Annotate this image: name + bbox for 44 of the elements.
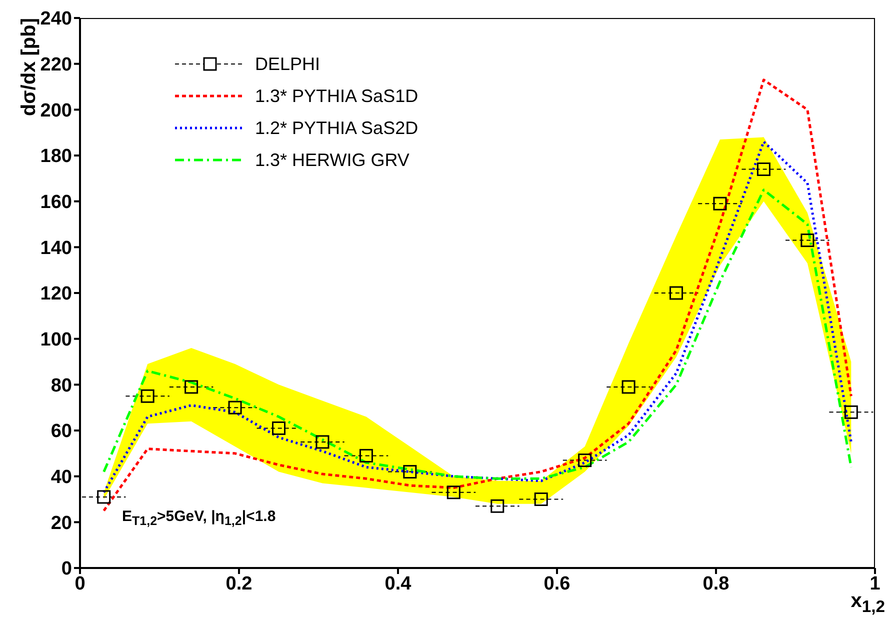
point bbox=[140, 389, 154, 403]
point bbox=[800, 234, 814, 248]
x-tick-label: 0.6 bbox=[544, 573, 570, 594]
x-tick-label: 0.2 bbox=[226, 573, 252, 594]
point bbox=[403, 465, 417, 478]
point bbox=[359, 448, 373, 462]
y-tick-label: 20 bbox=[50, 512, 72, 534]
y-tick-label: 140 bbox=[40, 238, 72, 259]
y-tick-label: 240 bbox=[40, 8, 72, 30]
point bbox=[670, 286, 683, 300]
legend-label: 1.3* PYTHIA SaS1D bbox=[255, 86, 418, 106]
legend-label: DELPHI bbox=[255, 54, 320, 74]
point bbox=[97, 490, 111, 504]
y-tick-label: 80 bbox=[50, 375, 72, 396]
point bbox=[578, 454, 592, 468]
legend-label: 1.2* PYTHIA SaS2D bbox=[255, 118, 418, 138]
y-tick-label: 60 bbox=[50, 421, 72, 442]
y-axis-title: dσ/dx [pb] bbox=[18, 18, 40, 116]
x-tick-label: 0 bbox=[74, 573, 86, 594]
point bbox=[272, 421, 286, 435]
point bbox=[184, 380, 198, 394]
point bbox=[756, 162, 770, 176]
point bbox=[316, 435, 330, 449]
point bbox=[490, 499, 504, 513]
y-tick-label: 100 bbox=[40, 330, 72, 351]
x-tick-label: 0.8 bbox=[702, 573, 730, 594]
y-tick-label: 220 bbox=[40, 54, 72, 76]
point bbox=[622, 380, 636, 394]
annotation: E$_{T1,2}$>5GeV, |η$_{1,2}$|<1.8 bbox=[122, 508, 276, 528]
line-series bbox=[102, 188, 852, 480]
point bbox=[446, 486, 460, 500]
line-series bbox=[102, 78, 852, 512]
y-tick-label: 160 bbox=[40, 192, 72, 214]
y-tick-label: 0 bbox=[61, 558, 72, 580]
point bbox=[228, 400, 242, 414]
y-tick-label: 40 bbox=[50, 467, 72, 488]
point bbox=[534, 492, 548, 506]
point bbox=[713, 196, 727, 210]
point bbox=[844, 405, 858, 419]
legend-label: 1.3* HERWIG GRV bbox=[255, 150, 410, 170]
y-tick-label: 120 bbox=[40, 284, 72, 305]
y-tick-label: 180 bbox=[40, 146, 72, 168]
y-tick-label: 200 bbox=[40, 100, 72, 122]
x-tick-label: 0.4 bbox=[384, 573, 412, 594]
